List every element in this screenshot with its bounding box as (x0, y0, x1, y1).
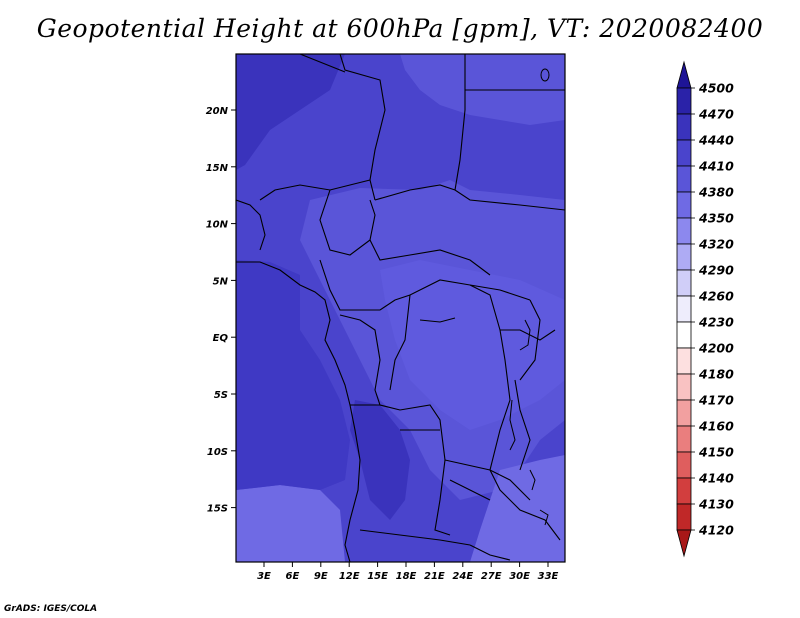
colorbar-swatch (676, 269, 692, 297)
lon-tick-label: 24E (452, 571, 473, 582)
colorbar-label: 4410 (698, 159, 734, 174)
colorbar-label: 4160 (698, 419, 734, 434)
colorbar-swatch (676, 243, 692, 271)
lat-tick-label: 5N (213, 276, 229, 287)
colorbar-label: 4180 (698, 367, 734, 382)
colorbar-label: 4320 (698, 237, 734, 252)
colorbar-label: 4440 (698, 133, 734, 148)
colorbar-swatch (676, 347, 692, 375)
colorbar-swatch (676, 503, 692, 531)
colorbar-swatch (676, 113, 692, 141)
lon-tick-label: 18E (396, 571, 417, 582)
lon-tick-label: 12E (339, 571, 360, 582)
colorbar-label: 4260 (698, 289, 734, 304)
colorbar-swatch (676, 217, 692, 245)
colorbar-swatch (676, 451, 692, 479)
lat-tick-label: 20N (206, 106, 229, 117)
lakes (419, 68, 550, 526)
colorbar-label: 4170 (698, 393, 734, 408)
colorbar-swatch (676, 399, 692, 427)
colorbar-swatch (676, 477, 692, 505)
map-title: Geopotential Height at 600hPa [gpm], VT:… (36, 14, 764, 43)
lon-tick-label: 21E (424, 571, 445, 582)
colorbar-swatch (676, 373, 692, 401)
colorbar-label: 4150 (698, 445, 734, 460)
colorbar-swatch (676, 87, 692, 115)
lon-tick-label: 9E (314, 571, 328, 582)
lat-tick-label: 15S (207, 504, 228, 515)
colorbar-label: 4230 (698, 315, 734, 330)
country-borders (236, 54, 565, 562)
colorbar-label: 4470 (698, 107, 734, 122)
colorbar-swatch (676, 321, 692, 349)
longitude-axis: 3E 6E 9E 12E 15E 18E 21E 24E 27E 30E 33E (257, 562, 559, 582)
colorbar-label: 4130 (698, 497, 734, 512)
map-frame (235, 53, 566, 563)
colorbar-top-arrow (676, 60, 692, 89)
colorbar-swatch (676, 191, 692, 219)
lon-tick-label: 3E (257, 571, 271, 582)
lat-tick-label: EQ (213, 333, 229, 344)
colorbar-swatch (676, 425, 692, 453)
lat-tick-label: 15N (206, 163, 229, 174)
colorbar-label: 4380 (698, 185, 734, 200)
height-field (236, 54, 565, 562)
colorbar-label: 4120 (698, 523, 734, 538)
credit-label: GrADS: IGES/COLA (4, 604, 98, 614)
lon-tick-label: 33E (538, 571, 559, 582)
lon-tick-label: 30E (509, 571, 530, 582)
colorbar-swatch (676, 139, 692, 167)
colorbar-swatch (676, 295, 692, 323)
colorbar-swatch (676, 165, 692, 193)
lat-tick-label: 10N (206, 220, 229, 231)
colorbar-label: 4350 (698, 211, 734, 226)
colorbar-label: 4200 (698, 341, 734, 356)
lon-tick-label: 27E (481, 571, 502, 582)
colorbar-label: 4140 (698, 471, 734, 486)
lat-tick-label: 10S (207, 447, 228, 458)
lat-tick-label: 5S (214, 390, 228, 401)
colorbar-label: 4290 (698, 263, 734, 278)
latitude-axis: 20N 15N 10N 5N EQ 5S 10S 15S (206, 106, 236, 515)
lon-tick-label: 15E (367, 571, 388, 582)
colorbar-label: 4500 (698, 81, 734, 96)
colorbar: 4500 4470 4440 4410 4380 4350 4320 4290 4260 4230… (676, 60, 734, 558)
lon-tick-label: 6E (286, 571, 300, 582)
colorbar-bottom-arrow (676, 529, 692, 558)
